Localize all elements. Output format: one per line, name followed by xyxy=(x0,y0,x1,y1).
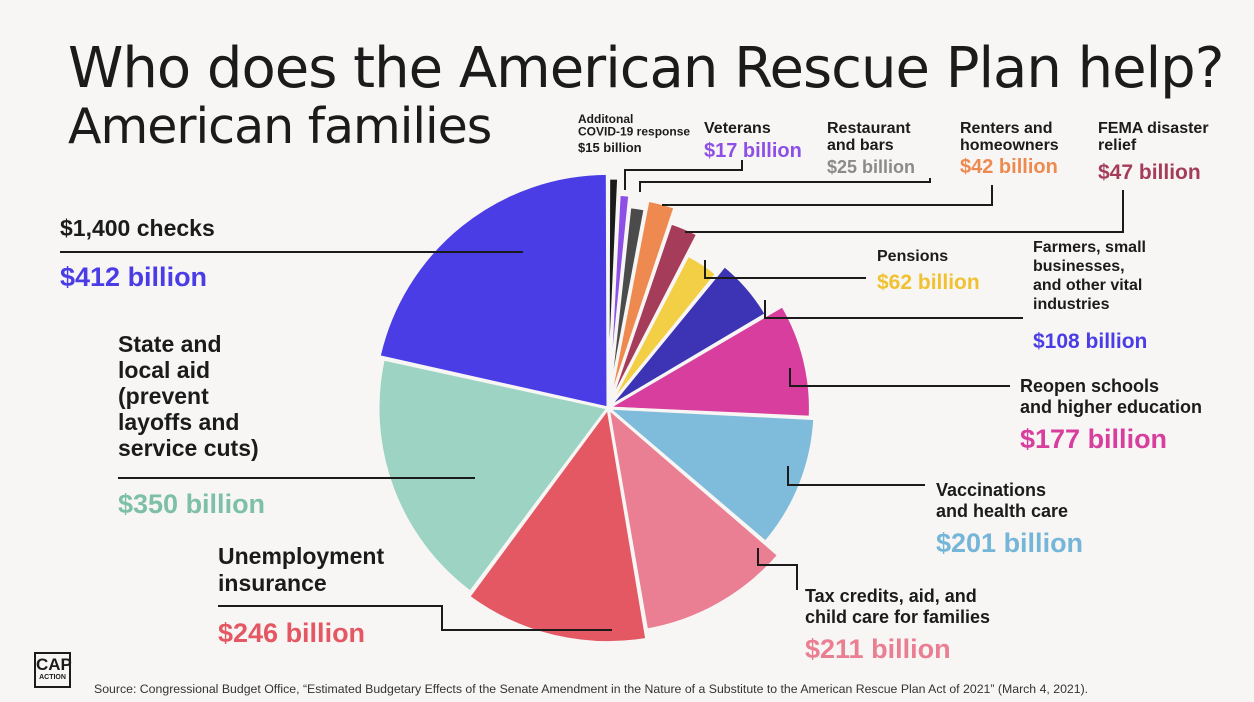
slice-label-fema-disaster-relief: FEMA disaster xyxy=(1098,120,1209,137)
slice-label-farmers-small-businesses-and-other-vital-industries: industries xyxy=(1033,296,1110,313)
leader-lines xyxy=(60,160,1124,631)
leader-line-vaccinations-and-health-care xyxy=(787,466,925,486)
slice-label-state-and-local-aid-prevent-layoffs-and-service-cuts: (prevent xyxy=(118,383,209,409)
slice-label-renters-and-homeowners: Renters and xyxy=(960,120,1052,137)
slice-value-renters-and-homeowners: $42 billion xyxy=(960,156,1058,178)
slice-value-pensions: $62 billion xyxy=(877,271,980,294)
slice-value-unemployment-insurance: $246 billion xyxy=(218,618,365,648)
slice-value-state-and-local-aid-prevent-layoffs-and-service-cuts: $350 billion xyxy=(118,489,265,519)
slice-value-vaccinations-and-health-care: $201 billion xyxy=(936,528,1083,558)
slice-label-farmers-small-businesses-and-other-vital-industries: and other vital xyxy=(1033,277,1142,294)
chart-title: Who does the American Rescue Plan help? xyxy=(68,36,1224,101)
slice-tax-credits-aid-and-child-care-for-families xyxy=(605,404,781,632)
slice-label-reopen-schools-and-higher-education: and higher education xyxy=(1020,397,1202,417)
slice-label-fema-disaster-relief: relief xyxy=(1098,137,1137,154)
slice-label-unemployment-insurance: insurance xyxy=(218,570,327,596)
slice-1-400-checks xyxy=(377,171,610,410)
slice-label-tax-credits-aid-and-child-care-for-families: child care for families xyxy=(805,607,990,627)
leader-line-tax-credits-aid-and-child-care-for-families xyxy=(757,548,798,590)
chart-subtitle: American families xyxy=(68,98,492,155)
slice-value-veterans: $17 billion xyxy=(704,140,802,162)
slice-unemployment-insurance xyxy=(466,404,649,645)
slice-label-veterans: Veterans xyxy=(704,120,771,137)
slice-value-1-400-checks: $412 billion xyxy=(60,262,207,292)
slice-value-tax-credits-aid-and-child-care-for-families: $211 billion xyxy=(805,634,951,664)
leader-line-fema-disaster-relief xyxy=(685,190,1124,233)
slice-value-restaurant-and-bars: $25 billion xyxy=(827,157,915,177)
slice-label-farmers-small-businesses-and-other-vital-industries: Farmers, small xyxy=(1033,239,1146,256)
slice-label-tax-credits-aid-and-child-care-for-families: Tax credits, aid, and xyxy=(805,586,977,606)
slice-value-additonal-covid-19-response: $15 billion xyxy=(578,140,642,155)
leader-line-unemployment-insurance xyxy=(218,605,612,631)
slice-value-reopen-schools-and-higher-education: $177 billion xyxy=(1020,424,1167,454)
slice-label-reopen-schools-and-higher-education: Reopen schools xyxy=(1020,376,1159,396)
slice-label-vaccinations-and-health-care: and health care xyxy=(936,501,1068,521)
leader-line-pensions xyxy=(704,260,866,279)
leader-line-veterans xyxy=(624,160,743,190)
logo-text: CAP xyxy=(36,655,72,674)
slice-label-restaurant-and-bars: and bars xyxy=(827,137,894,154)
slice-state-and-local-aid-prevent-layoffs-and-service-cuts xyxy=(376,357,611,595)
slice-value-fema-disaster-relief: $47 billion xyxy=(1098,161,1201,184)
slice-label-state-and-local-aid-prevent-layoffs-and-service-cuts: local aid xyxy=(118,357,210,383)
slice-label-vaccinations-and-health-care: Vaccinations xyxy=(936,480,1046,500)
slice-label-restaurant-and-bars: Restaurant xyxy=(827,120,911,137)
cap-action-logo: CAP ACTION xyxy=(34,652,72,688)
slice-fema-disaster-relief xyxy=(606,221,700,409)
slice-value-farmers-small-businesses-and-other-vital-industries: $108 billion xyxy=(1033,330,1147,353)
leader-line-renters-and-homeowners xyxy=(662,185,993,206)
slice-label-pensions: Pensions xyxy=(877,248,948,265)
leader-line-farmers-small-businesses-and-other-vital-industries xyxy=(764,300,1023,319)
pie-slices xyxy=(376,171,817,645)
logo-subtext: ACTION xyxy=(39,674,66,681)
slice-label-additonal-covid-19-response: Additonal xyxy=(578,112,633,126)
leader-line-reopen-schools-and-higher-education xyxy=(789,368,1010,387)
slice-label-state-and-local-aid-prevent-layoffs-and-service-cuts: service cuts) xyxy=(118,435,259,461)
slice-label-additonal-covid-19-response: COVID-19 response xyxy=(578,125,690,139)
slice-label-1-400-checks: $1,400 checks xyxy=(60,215,215,241)
slice-reopen-schools-and-higher-education xyxy=(602,303,812,419)
slice-label-farmers-small-businesses-and-other-vital-industries: businesses, xyxy=(1033,258,1125,275)
slice-label-renters-and-homeowners: homeowners xyxy=(960,137,1059,154)
source-note: Source: Congressional Budget Office, “Es… xyxy=(94,682,1089,696)
slice-label-unemployment-insurance: Unemployment xyxy=(218,543,384,569)
slice-label-state-and-local-aid-prevent-layoffs-and-service-cuts: State and xyxy=(118,331,222,357)
slice-label-state-and-local-aid-prevent-layoffs-and-service-cuts: layoffs and xyxy=(118,409,239,435)
leader-line-restaurant-and-bars xyxy=(639,178,931,192)
